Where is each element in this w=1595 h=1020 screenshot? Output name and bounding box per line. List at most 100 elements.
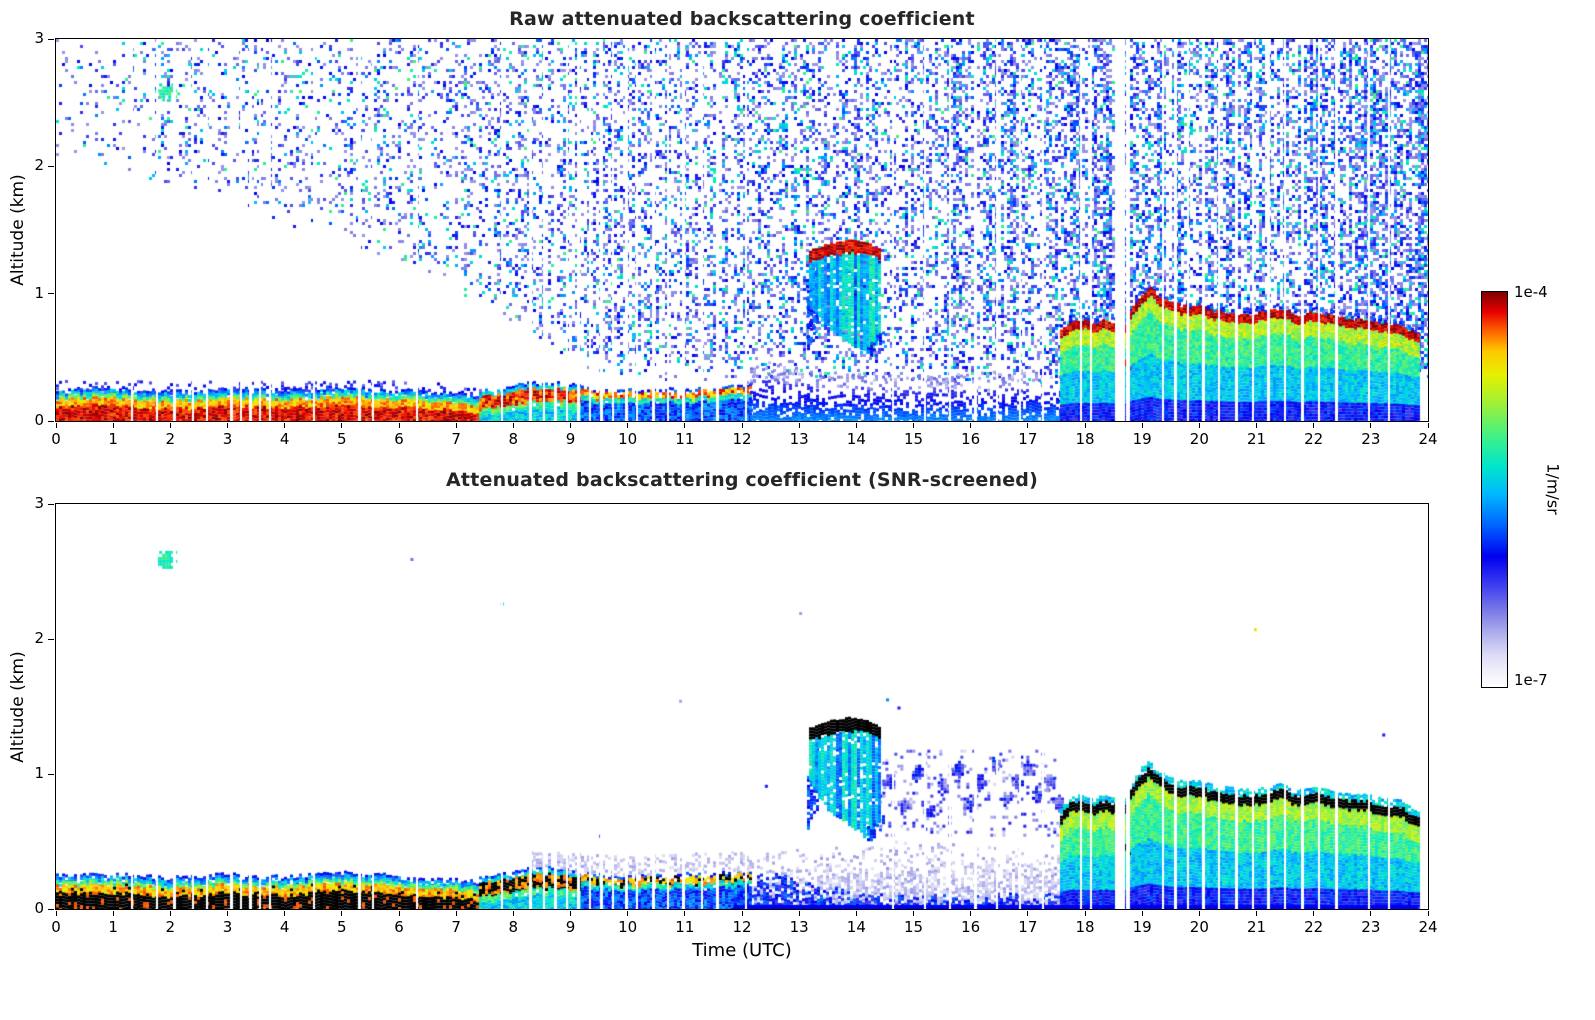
x-tick-mark	[970, 911, 972, 916]
x-tick-label: 4	[279, 430, 290, 448]
x-tick-label: 12	[732, 918, 752, 936]
x-tick-label: 8	[508, 430, 519, 448]
x-tick-mark	[684, 911, 686, 916]
x-tick-label: 13	[789, 430, 809, 448]
x-tick-label: 7	[451, 918, 461, 936]
colorbar-gradient	[1481, 291, 1508, 688]
x-tick-label: 4	[279, 918, 290, 936]
x-tick-mark	[1256, 911, 1257, 916]
x-tick-label: 0	[51, 918, 61, 936]
x-tick-label: 8	[508, 918, 519, 936]
x-tick-label: 10	[618, 430, 638, 448]
x-tick-label: 0	[51, 430, 61, 448]
x-tick-label: 2	[165, 918, 176, 936]
x-tick-label: 12	[732, 430, 752, 448]
x-tick-mark	[55, 911, 57, 916]
x-tick-mark	[284, 423, 286, 428]
x-tick-mark	[627, 423, 629, 428]
x-tick-mark	[455, 911, 457, 916]
x-tick-label: 5	[337, 430, 347, 448]
x-tick-mark	[798, 423, 800, 428]
x-tick-mark	[169, 911, 171, 916]
x-tick-mark	[512, 423, 514, 428]
x-tick-label: 23	[1361, 918, 1381, 936]
x-tick-label: 24	[1418, 430, 1438, 448]
x-tick-mark	[570, 911, 571, 916]
x-tick-mark	[341, 911, 343, 916]
x-tick-mark	[1084, 423, 1086, 428]
x-tick-label: 6	[394, 918, 404, 936]
x-tick-mark	[284, 911, 286, 916]
panel2-title: Attenuated backscattering coefficient (S…	[446, 469, 1038, 491]
x-tick-label: 18	[1075, 918, 1095, 936]
x-tick-mark	[1427, 423, 1429, 428]
y-tick-mark	[48, 773, 54, 775]
colorbar-max-label: 1e-4	[1514, 283, 1548, 301]
y-tick-mark	[48, 638, 54, 640]
x-tick-label: 17	[1018, 918, 1038, 936]
x-tick-label: 21	[1246, 430, 1267, 448]
x-tick-label: 3	[222, 918, 233, 936]
panel2-heatmap-canvas	[56, 504, 1428, 909]
y-tick-label: 2	[34, 156, 44, 175]
x-tick-label: 20	[1189, 430, 1209, 448]
x-tick-mark	[1141, 423, 1143, 428]
y-tick-label: 2	[34, 629, 44, 647]
panel1-title: Raw attenuated backscattering coefficien…	[509, 8, 975, 30]
x-tick-mark	[913, 911, 914, 916]
panel2-y-axis-label: Altitude (km)	[8, 651, 28, 763]
x-tick-mark	[1198, 911, 1200, 916]
y-tick-mark	[48, 293, 54, 295]
y-tick-mark	[48, 503, 54, 505]
x-tick-mark	[1198, 423, 1200, 428]
x-tick-mark	[741, 423, 743, 428]
x-tick-mark	[341, 423, 343, 428]
x-tick-mark	[455, 423, 457, 428]
panel1-y-axis-label: Altitude (km)	[8, 174, 28, 286]
x-tick-label: 1	[108, 430, 118, 448]
x-tick-label: 22	[1304, 430, 1324, 448]
x-tick-mark	[1313, 423, 1315, 428]
x-tick-label: 6	[394, 430, 404, 448]
y-tick-label: 3	[34, 494, 44, 512]
x-tick-label: 16	[961, 918, 981, 936]
x-tick-label: 19	[1132, 918, 1152, 936]
x-tick-mark	[627, 911, 629, 916]
x-tick-mark	[1027, 911, 1029, 916]
x-tick-label: 23	[1361, 430, 1381, 448]
x-tick-mark	[913, 423, 914, 428]
x-tick-label: 22	[1304, 918, 1324, 936]
x-tick-label: 1	[108, 918, 118, 936]
x-axis-label: Time (UTC)	[692, 940, 792, 961]
x-tick-mark	[1313, 911, 1315, 916]
x-tick-label: 10	[618, 918, 638, 936]
x-tick-mark	[855, 423, 857, 428]
colorbar-min-label: 1e-7	[1514, 671, 1548, 689]
x-tick-mark	[169, 423, 171, 428]
x-tick-mark	[1084, 911, 1086, 916]
x-tick-label: 3	[222, 430, 233, 448]
x-tick-mark	[855, 911, 857, 916]
x-tick-mark	[112, 423, 114, 428]
x-tick-mark	[112, 911, 114, 916]
x-tick-label: 13	[789, 918, 809, 936]
x-tick-mark	[227, 423, 228, 428]
x-tick-label: 7	[451, 430, 461, 448]
x-tick-label: 19	[1132, 430, 1152, 448]
x-tick-label: 15	[903, 918, 924, 936]
x-tick-label: 17	[1018, 430, 1038, 448]
y-tick-mark	[48, 38, 54, 40]
x-tick-mark	[1427, 911, 1429, 916]
x-tick-mark	[1370, 423, 1372, 428]
y-tick-label: 1	[34, 283, 44, 302]
x-tick-mark	[684, 423, 686, 428]
y-tick-label: 3	[34, 29, 44, 47]
x-tick-mark	[1141, 911, 1143, 916]
y-tick-label: 0	[34, 899, 44, 917]
x-tick-label: 15	[903, 430, 924, 448]
x-tick-mark	[55, 423, 57, 428]
x-tick-mark	[1370, 911, 1372, 916]
x-tick-label: 9	[565, 430, 576, 448]
x-tick-label: 11	[675, 918, 695, 936]
x-tick-mark	[227, 911, 228, 916]
